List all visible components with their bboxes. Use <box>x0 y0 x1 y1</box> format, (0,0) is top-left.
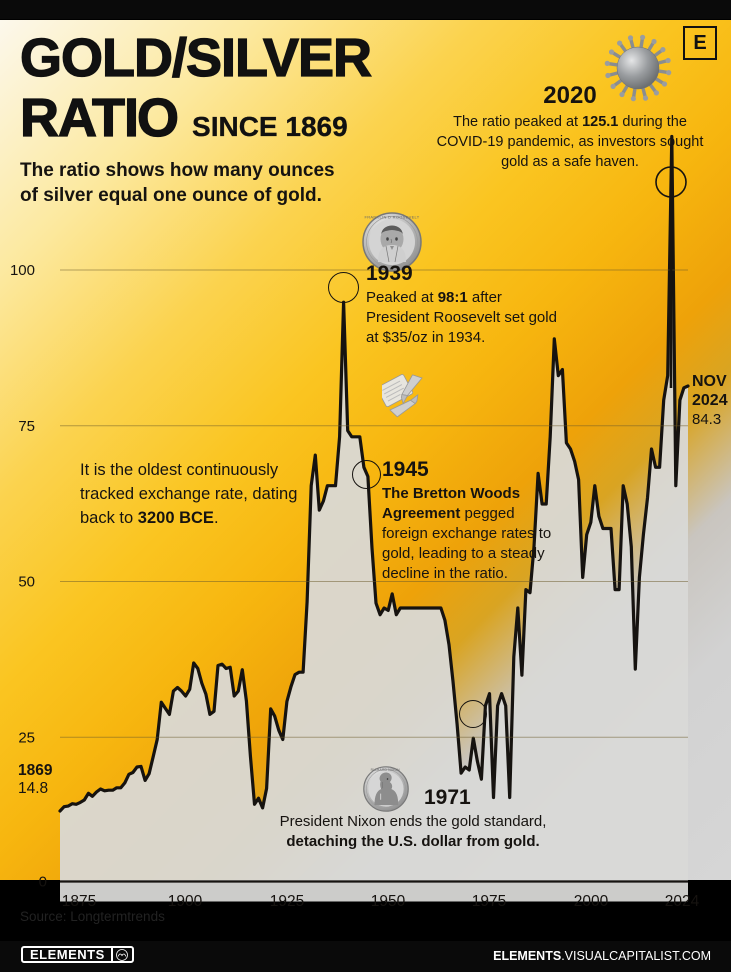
svg-text:2024: 2024 <box>665 893 700 910</box>
svg-text:2000: 2000 <box>574 893 609 910</box>
svg-text:0: 0 <box>39 874 47 891</box>
svg-text:25: 25 <box>18 729 35 746</box>
svg-text:1900: 1900 <box>168 893 203 910</box>
svg-text:100: 100 <box>10 262 35 279</box>
svg-text:1925: 1925 <box>270 893 304 910</box>
svg-text:75: 75 <box>18 418 35 435</box>
svg-text:50: 50 <box>18 574 35 591</box>
svg-text:1875: 1875 <box>62 893 96 910</box>
svg-text:1975: 1975 <box>472 893 506 910</box>
svg-text:1950: 1950 <box>371 893 406 910</box>
